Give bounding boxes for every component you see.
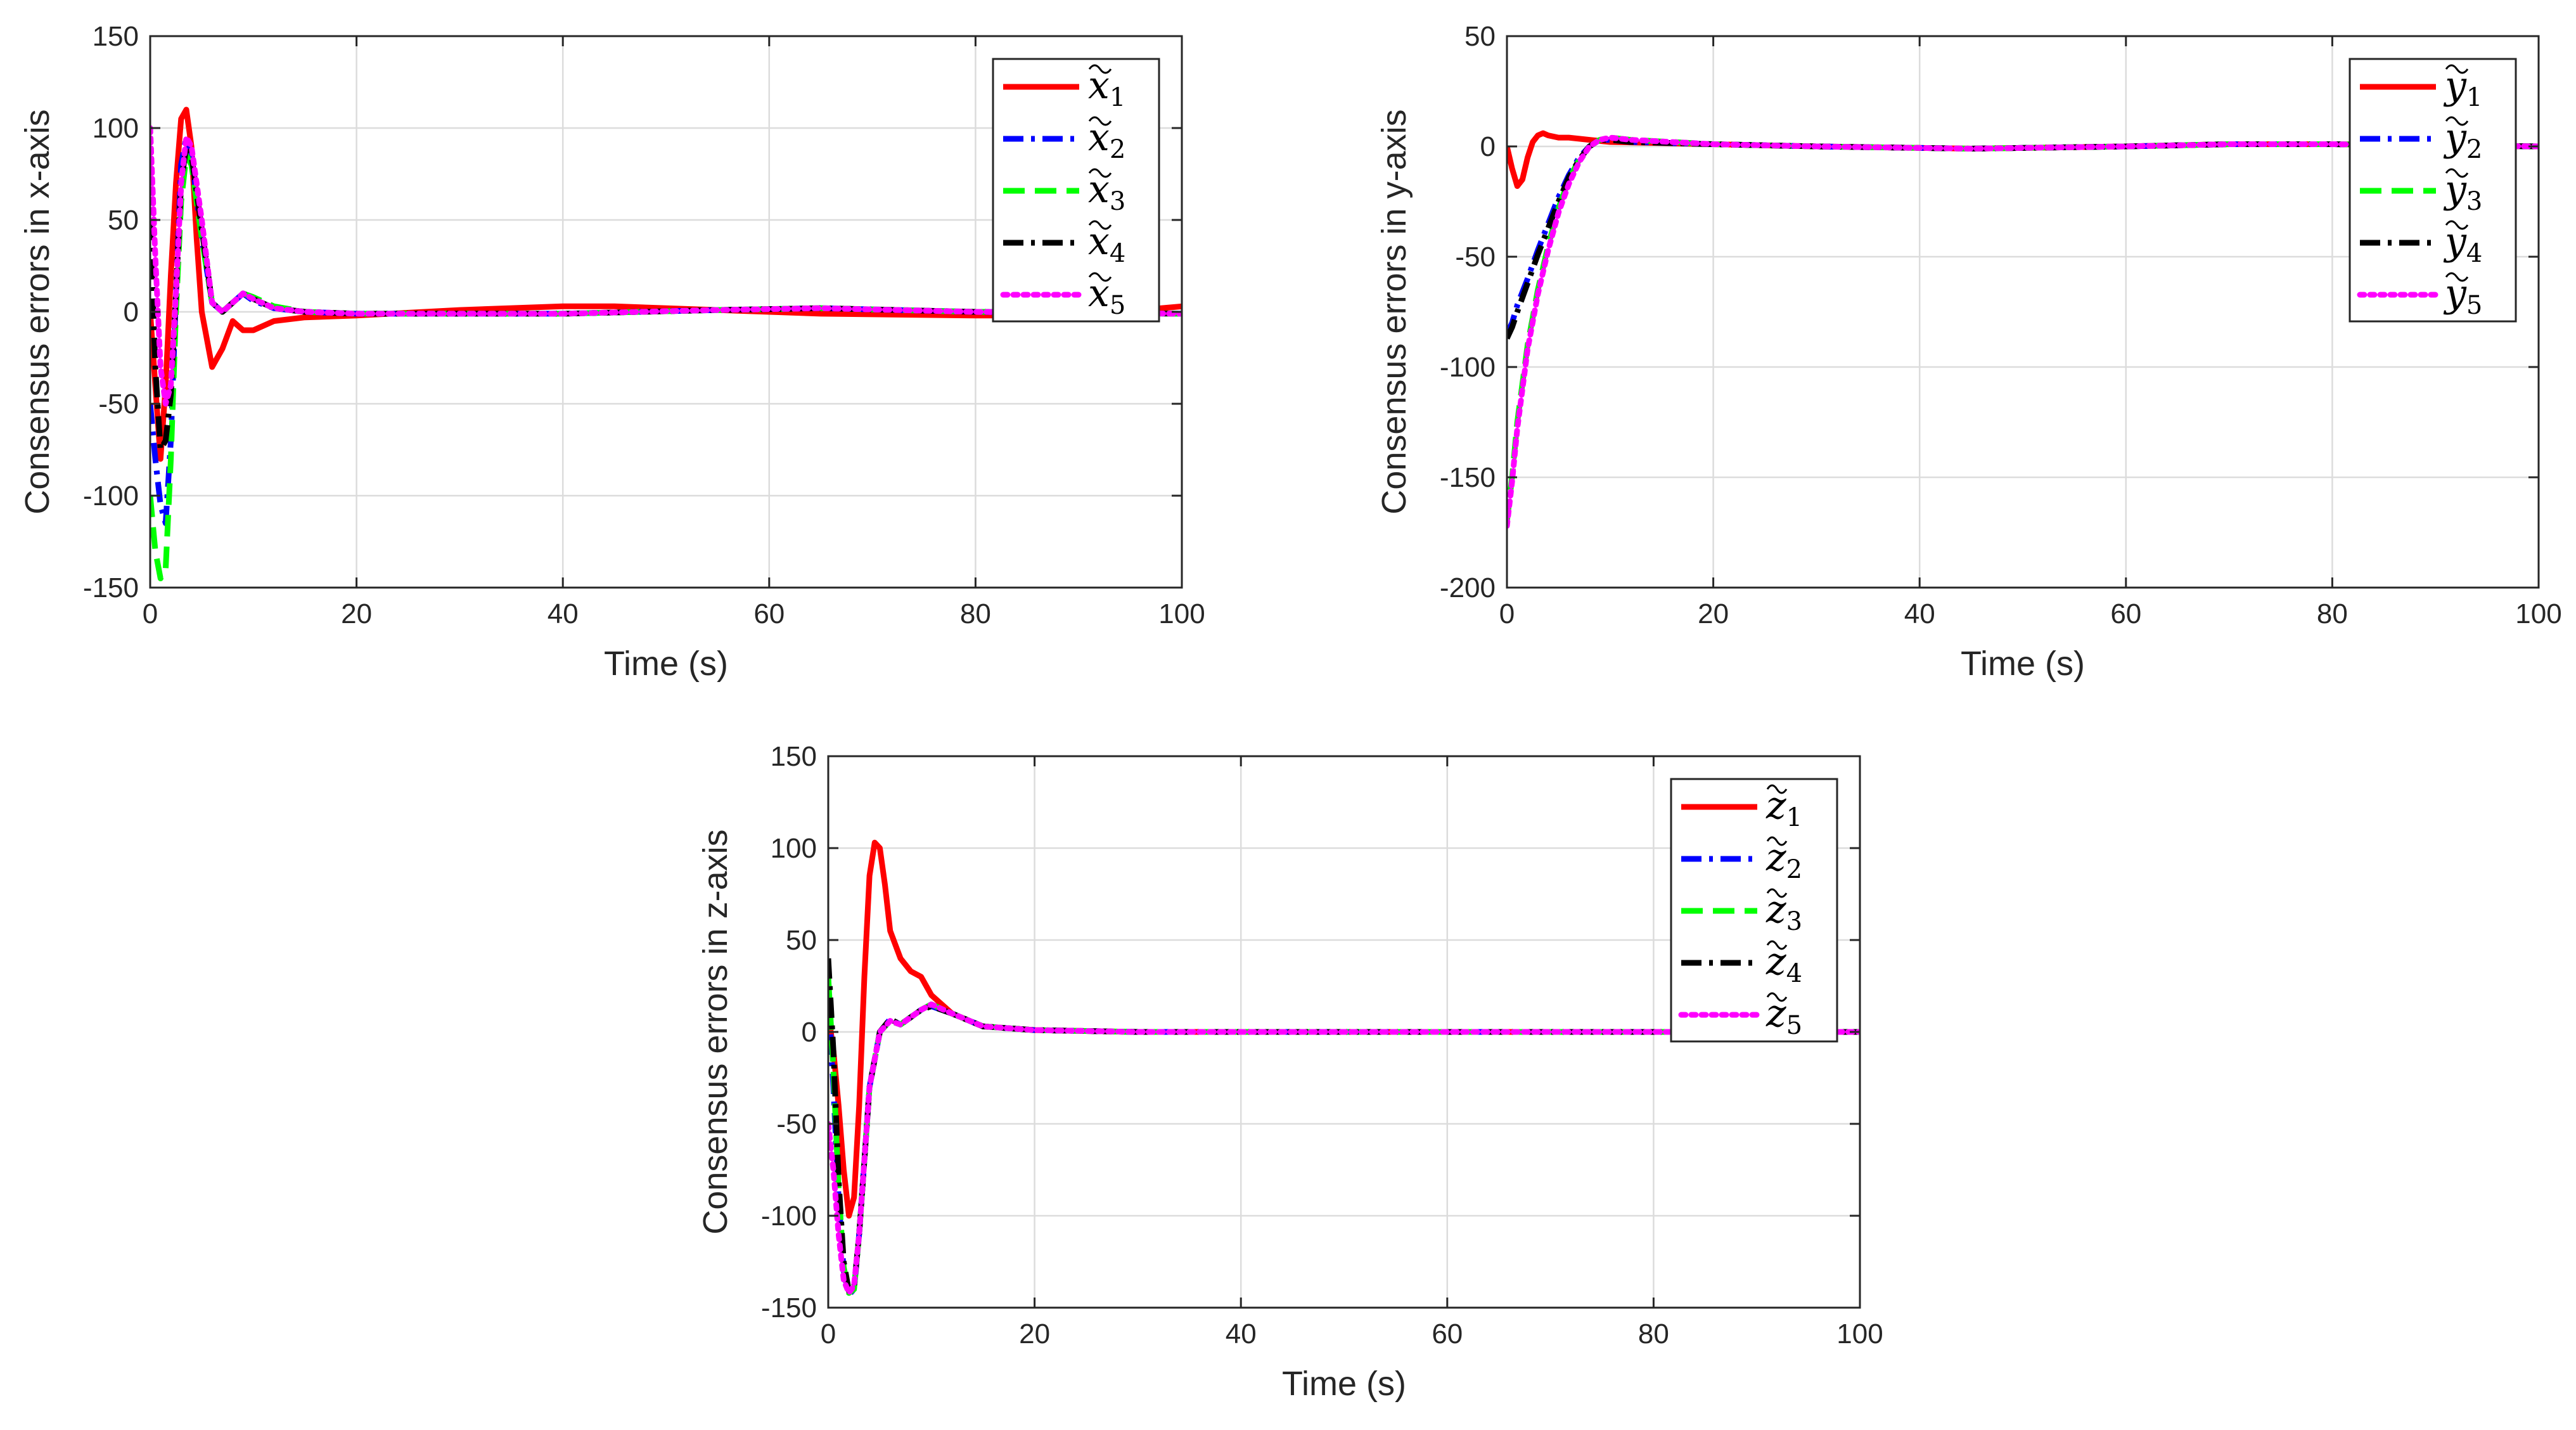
tilde-mark xyxy=(1088,116,1112,126)
y-axis-label: Consensus errors in z-axis xyxy=(696,829,734,1234)
tilde-mark xyxy=(1088,272,1112,282)
tilde-mark xyxy=(1766,888,1788,898)
series-line-z-5 xyxy=(828,1002,1860,1296)
chart-y-axis: 0 20 40 60 80 100 -200 -150 -100 -50 0 50 Time (s) Co… xyxy=(1375,21,2562,683)
y-tick-label: -50 xyxy=(98,389,139,420)
x-tick-label: 20 xyxy=(341,598,372,629)
legend-label: y1 xyxy=(2443,63,2482,112)
legend-label: y4 xyxy=(2443,219,2482,268)
x-tick-label: 100 xyxy=(2515,598,2561,629)
x-tick-label: 100 xyxy=(1836,1318,1883,1349)
tilde-mark xyxy=(2445,64,2469,74)
y-tick-label: 150 xyxy=(771,741,817,772)
x-tick-label: 60 xyxy=(2110,598,2141,629)
legend-label: z3 xyxy=(1765,887,1802,936)
tilde-mark xyxy=(2445,220,2469,230)
series-group xyxy=(150,106,1182,581)
y-axis-label: Consensus errors in x-axis xyxy=(18,109,56,514)
y-tick-label: 50 xyxy=(108,205,139,236)
x-tick-label: 40 xyxy=(1904,598,1935,629)
x-tick-label: 20 xyxy=(1698,598,1729,629)
tilde-mark xyxy=(1088,64,1112,74)
legend-label: y3 xyxy=(2443,167,2482,216)
series-group xyxy=(1507,130,2539,529)
legend-label: x1 xyxy=(1088,63,1125,112)
y-tick-label: 150 xyxy=(93,21,139,52)
x-axis-label: Time (s) xyxy=(1961,645,2085,683)
chart-x-axis: 0 20 40 60 80 100 -150 -100 -50 0 50 100 150 Time (s)… xyxy=(18,21,1205,683)
legend-label: x3 xyxy=(1088,167,1125,216)
y-tick-label: -50 xyxy=(776,1109,817,1140)
y-tick-label: -50 xyxy=(1455,242,1496,273)
legend-label: x4 xyxy=(1088,219,1125,268)
x-tick-label: 0 xyxy=(1499,598,1515,629)
x-tick-label: 40 xyxy=(548,598,579,629)
y-tick-label: 50 xyxy=(1464,21,1496,52)
tilde-mark xyxy=(2445,272,2469,282)
y-tick-label: 50 xyxy=(786,925,817,956)
tilde-mark xyxy=(1766,940,1788,950)
y-tick-label: 100 xyxy=(771,833,817,864)
x-tick-label: 80 xyxy=(2317,598,2348,629)
y-axis-label: Consensus errors in y-axis xyxy=(1375,109,1413,514)
legend-label: x5 xyxy=(1088,271,1125,320)
x-tick-label: 20 xyxy=(1019,1318,1050,1349)
y-tick-label: 0 xyxy=(802,1017,817,1048)
legend-label: y5 xyxy=(2443,271,2482,320)
x-axis-label: Time (s) xyxy=(1282,1365,1406,1403)
y-tick-label: 0 xyxy=(124,297,139,328)
legend-label: z5 xyxy=(1765,991,1802,1040)
y-tick-label: 0 xyxy=(1480,131,1496,162)
legend-label: z2 xyxy=(1765,835,1802,884)
tilde-mark xyxy=(2445,168,2469,178)
x-tick-label: 40 xyxy=(1226,1318,1257,1349)
x-tick-label: 60 xyxy=(753,598,785,629)
tilde-mark xyxy=(1088,220,1112,230)
legend-label: x2 xyxy=(1088,115,1125,164)
x-tick-label: 80 xyxy=(960,598,991,629)
x-tick-label: 100 xyxy=(1158,598,1205,629)
tilde-mark xyxy=(2445,116,2469,126)
axes-frame xyxy=(1506,35,2540,589)
series-group xyxy=(828,839,1860,1298)
tilde-mark xyxy=(1088,168,1112,178)
series-line-x-5 xyxy=(150,125,1182,407)
legend-label: z4 xyxy=(1765,939,1802,988)
x-tick-label: 0 xyxy=(821,1318,836,1349)
x-tick-label: 80 xyxy=(1638,1318,1669,1349)
y-tick-label: -200 xyxy=(1440,572,1496,603)
tilde-mark xyxy=(1766,992,1788,1002)
legend-label: z1 xyxy=(1765,783,1802,832)
y-tick-label: -150 xyxy=(1440,462,1496,493)
x-tick-label: 60 xyxy=(1432,1318,1463,1349)
y-tick-label: -150 xyxy=(761,1292,817,1324)
y-tick-label: -100 xyxy=(83,480,139,512)
legend-label: y2 xyxy=(2443,115,2482,164)
y-tick-label: -100 xyxy=(761,1201,817,1232)
tilde-mark xyxy=(1766,784,1788,794)
y-tick-label: -100 xyxy=(1440,352,1496,383)
chart-z-axis: 0 20 40 60 80 100 -150 -100 -50 0 50 100 150 Time (s)… xyxy=(696,741,1883,1403)
x-tick-label: 0 xyxy=(143,598,158,629)
y-tick-label: -150 xyxy=(83,572,139,603)
series-line-y-5 xyxy=(1507,134,2539,529)
y-tick-label: 100 xyxy=(93,113,139,144)
tilde-mark xyxy=(1766,836,1788,846)
x-axis-label: Time (s) xyxy=(604,645,728,683)
